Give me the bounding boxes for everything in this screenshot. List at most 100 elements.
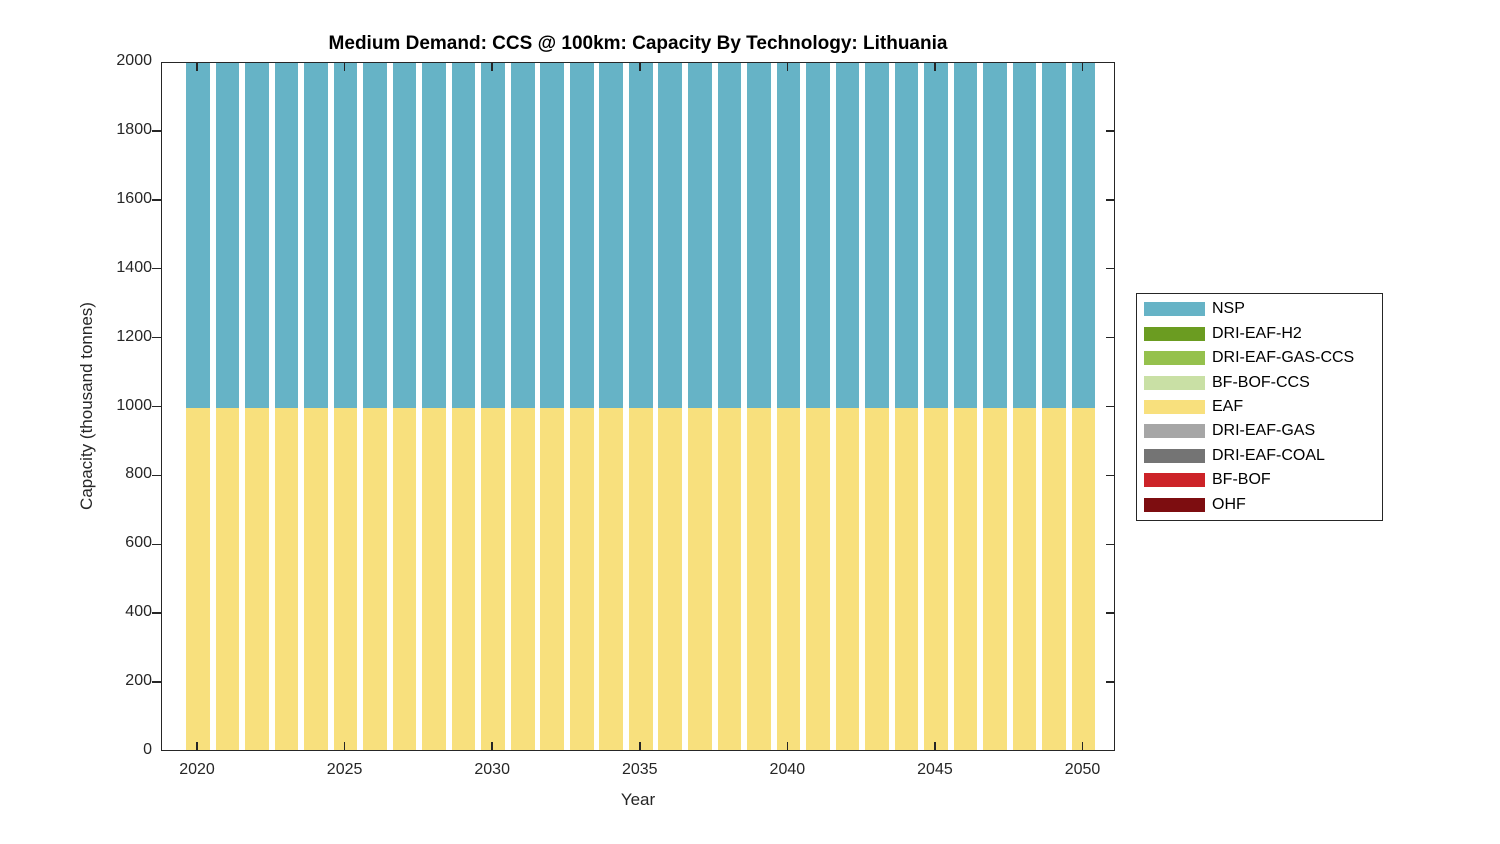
bar-segment-nsp-2038 [717, 63, 742, 408]
legend-item-dri-eaf-gas: DRI-EAF-GAS [1137, 420, 1382, 442]
legend-swatch-icon [1144, 473, 1205, 488]
tick-mark [152, 405, 161, 408]
bar-segment-eaf-2045 [924, 407, 948, 750]
tick-mark [196, 742, 198, 751]
bar-segment-eaf-2026 [363, 407, 387, 750]
y-tick-label: 1400 [116, 258, 152, 276]
tick-mark [1081, 742, 1084, 751]
legend: NSP DRI-EAF-H2 DRI-EAF-GAS-CCS BF-BOF-CCS EA… [1136, 293, 1383, 521]
legend-swatch-icon [1144, 424, 1205, 439]
bar-segment-nsp-2031 [510, 63, 535, 408]
legend-item-dri-eaf-gas-ccs: DRI-EAF-GAS-CCS [1137, 347, 1382, 369]
tick-mark [1106, 267, 1115, 270]
bar-segment-nsp-2050 [1071, 63, 1096, 408]
tick-mark [152, 336, 161, 339]
bar-segment-nsp-2024 [304, 63, 328, 408]
bar-segment-eaf-2038 [717, 407, 742, 750]
bar-segment-nsp-2033 [569, 63, 594, 408]
tick-mark [1106, 474, 1115, 477]
y-tick-label: 1200 [116, 327, 152, 345]
bar-segment-nsp-2023 [274, 63, 299, 408]
bar-segment-nsp-2044 [894, 63, 919, 408]
y-tick-label: 1600 [116, 189, 152, 207]
bar-segment-eaf-2039 [747, 407, 771, 750]
tick-mark [1106, 405, 1115, 408]
tick-mark [152, 612, 161, 614]
tick-mark [786, 742, 789, 751]
legend-swatch-icon [1144, 351, 1205, 366]
bar-segment-eaf-2036 [658, 407, 683, 750]
legend-label: OHF [1212, 495, 1246, 513]
bar-segment-nsp-2045 [924, 63, 948, 408]
bar-segment-eaf-2031 [510, 407, 535, 750]
bar-segment-eaf-2021 [215, 407, 240, 750]
y-tick-label: 600 [125, 534, 152, 552]
legend-item-dri-eaf-coal: DRI-EAF-COAL [1137, 445, 1382, 467]
x-tick-label: 2030 [474, 761, 510, 778]
bar-segment-eaf-2043 [865, 407, 889, 750]
bar-segment-eaf-2023 [274, 407, 299, 750]
y-tick-label: 400 [125, 603, 152, 621]
bar-segment-nsp-2032 [540, 63, 565, 408]
bar-segment-eaf-2027 [392, 407, 417, 750]
tick-mark [1106, 130, 1115, 132]
legend-swatch-icon [1144, 399, 1205, 414]
bar-segment-eaf-2041 [806, 407, 830, 750]
x-tick-label: 2050 [1064, 761, 1101, 778]
legend-label: BF-BOF [1212, 471, 1271, 489]
tick-mark [152, 474, 161, 477]
x-axis-label: Year [620, 790, 656, 809]
tick-mark [639, 62, 641, 71]
bar-segment-nsp-2035 [628, 63, 653, 408]
legend-item-eaf: EAF [1137, 396, 1382, 418]
bar-segment-eaf-2037 [687, 407, 712, 750]
x-tick-label: 2045 [917, 761, 953, 778]
bar-segment-nsp-2029 [451, 63, 476, 408]
legend-label: NSP [1212, 300, 1245, 318]
tick-mark [1106, 336, 1115, 339]
bar-segment-eaf-2046 [953, 407, 978, 750]
tick-mark [1081, 62, 1084, 71]
tick-mark [152, 543, 161, 546]
x-tick-label: 2040 [769, 761, 806, 778]
bar-segment-eaf-2050 [1071, 407, 1096, 750]
legend-swatch-icon [1144, 326, 1205, 341]
legend-item-nsp: NSP [1137, 298, 1382, 320]
bar-segment-eaf-2032 [540, 407, 565, 750]
bar-segment-eaf-2040 [776, 407, 801, 750]
bar-segment-nsp-2025 [333, 63, 358, 408]
bar-segment-nsp-2043 [865, 63, 889, 408]
y-tick-label: 200 [125, 672, 152, 690]
legend-swatch-icon [1144, 448, 1205, 463]
tick-mark [934, 62, 936, 71]
tick-mark [1106, 543, 1115, 546]
y-tick-label: 1000 [116, 396, 152, 414]
bar-segment-nsp-2034 [599, 63, 624, 408]
tick-mark [343, 62, 346, 71]
legend-label: EAF [1212, 397, 1244, 415]
tick-mark [639, 742, 641, 751]
legend-label: DRI-EAF-H2 [1212, 324, 1302, 342]
bar-segment-eaf-2024 [304, 407, 328, 750]
bar-segment-eaf-2025 [333, 407, 358, 750]
y-tick-label: 800 [125, 465, 152, 483]
bar-segment-nsp-2040 [776, 63, 801, 408]
tick-mark [152, 130, 161, 132]
bar-segment-eaf-2047 [983, 407, 1007, 750]
x-tick-label: 2025 [326, 761, 363, 778]
bar-segment-nsp-2042 [835, 63, 860, 408]
bar-segment-eaf-2049 [1042, 407, 1066, 750]
plot-area [161, 62, 1115, 751]
legend-label: DRI-EAF-GAS [1212, 422, 1316, 440]
bar-segment-nsp-2036 [658, 63, 683, 408]
legend-swatch-icon [1144, 302, 1205, 317]
y-tick-label: 1800 [116, 120, 152, 138]
bar-segment-nsp-2030 [481, 63, 505, 408]
legend-swatch-icon [1144, 375, 1205, 390]
legend-item-ohf: OHF [1137, 494, 1382, 516]
tick-mark [1106, 681, 1115, 683]
tick-mark [491, 742, 493, 751]
tick-mark [152, 267, 161, 270]
legend-label: BF-BOF-CCS [1212, 373, 1310, 391]
